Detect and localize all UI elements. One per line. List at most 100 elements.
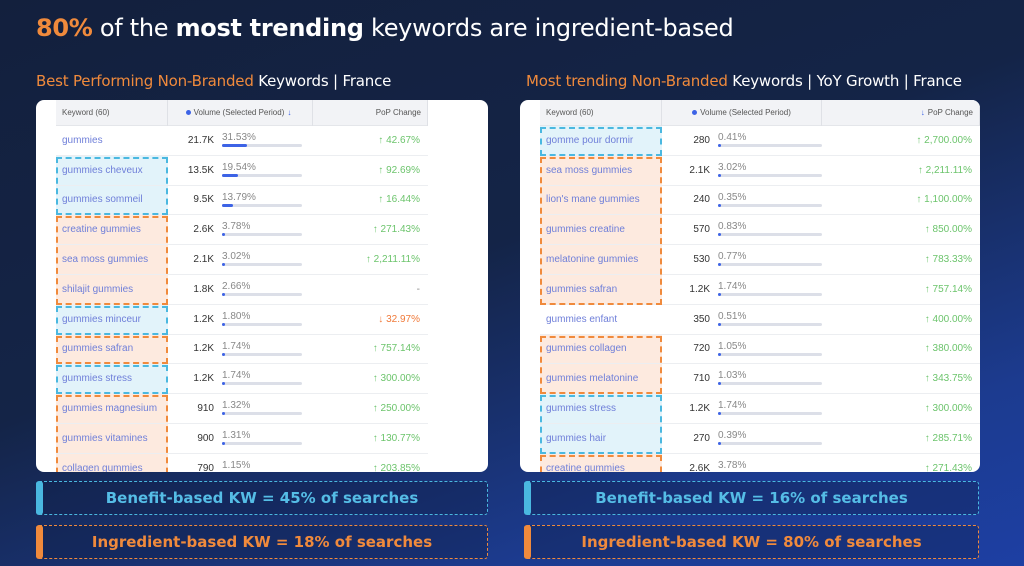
keyword-link[interactable]: gummies collagen — [540, 334, 662, 364]
column-header-pop[interactable]: ↓ PoP Change — [822, 100, 980, 126]
pop-value: 250.00% — [380, 403, 420, 415]
pop-value: 850.00% — [932, 224, 972, 236]
table-row[interactable]: gummies creatine 570 0.83% ↑ 850.00% — [540, 215, 980, 246]
keyword-table: Keyword (60) Volume (Selected Period) ↓ PoP… — [56, 100, 428, 472]
column-header-volume[interactable]: Volume (Selected Period) ↓ — [168, 100, 313, 126]
share-percent: 1.74% — [718, 280, 747, 292]
table-row[interactable]: collagen gummies 790 1.15% ↑ 203.85% — [56, 453, 428, 472]
keyword-link[interactable]: creatine gummies — [56, 215, 168, 245]
share-percent: 0.41% — [718, 132, 747, 143]
keyword-link[interactable]: gummies vitamines — [56, 423, 168, 453]
keyword-link[interactable]: gummies melatonine — [540, 364, 662, 394]
table-row[interactable]: melatonine gummies 530 0.77% ↑ 783.33% — [540, 245, 980, 275]
table-row[interactable]: gummies cheveux 13.5K 19.54% ↑ 92.69% — [56, 155, 428, 186]
arrow-up-icon: ↑ — [378, 164, 387, 176]
keyword-link[interactable]: collagen gummies — [56, 453, 168, 472]
keyword-link[interactable]: gummies safran — [540, 274, 662, 304]
keyword-link[interactable]: gummies magnesium — [56, 394, 168, 423]
table-row[interactable]: sea moss gummies 2.1K 3.02% ↑ 2,211.11% — [56, 245, 428, 275]
arrow-up-icon: ↑ — [378, 194, 387, 206]
keyword-link[interactable]: lion's mane gummies — [540, 185, 662, 215]
share-bar — [718, 233, 822, 237]
pop-change: ↑ 2,700.00% — [830, 135, 972, 146]
keyword-link[interactable]: gummies cheveux — [56, 155, 168, 185]
volume-share: 1.03% — [718, 364, 830, 393]
table-row[interactable]: gummies stress 1.2K 1.74% ↑ 300.00% — [56, 364, 428, 395]
column-header-keyword[interactable]: Keyword (60) — [540, 100, 662, 126]
table-row[interactable]: gummies safran 1.2K 1.74% ↑ 757.14% — [540, 274, 980, 305]
table-row[interactable]: gummies sommeil 9.5K 13.79% ↑ 16.44% — [56, 185, 428, 216]
pop-change: ↓ 32.97% — [321, 314, 420, 325]
share-percent: 3.78% — [718, 459, 747, 471]
banner-text: Ingredient-based KW = 18% of searches — [91, 533, 433, 551]
keyword-link[interactable]: gummies minceur — [56, 304, 168, 334]
arrow-up-icon: ↑ — [924, 254, 933, 266]
table-row[interactable]: gummies safran 1.2K 1.74% ↑ 757.14% — [56, 334, 428, 365]
keyword-link[interactable]: gummies stress — [56, 364, 168, 394]
volume-value: 2.1K — [193, 254, 214, 266]
volume-share: 2.66% — [222, 275, 321, 304]
volume-value: 1.2K — [689, 403, 710, 415]
keyword-link[interactable]: sea moss gummies — [56, 245, 168, 274]
keyword-link[interactable]: gummies hair — [540, 423, 662, 453]
share-bar — [222, 233, 302, 237]
headline-highlight: 80% — [36, 14, 93, 42]
keyword-link[interactable]: gummies enfant — [546, 313, 618, 325]
column-header-pop[interactable]: PoP Change — [313, 100, 428, 126]
share-bar-fill — [222, 382, 225, 386]
table-row[interactable]: gummies vitamines 900 1.31% ↑ 130.77% — [56, 423, 428, 454]
table-row[interactable]: gomme pour dormir 280 0.41% ↑ 2,700.00% — [540, 126, 980, 156]
keyword-link[interactable]: sea moss gummies — [540, 155, 662, 185]
table-row[interactable]: gummies magnesium 910 1.32% ↑ 250.00% — [56, 394, 428, 424]
keyword-link[interactable]: gummies — [62, 134, 103, 146]
keyword-link[interactable]: gummies sommeil — [56, 185, 168, 215]
table-row[interactable]: gummies stress 1.2K 1.74% ↑ 300.00% — [540, 394, 980, 424]
share-bar-fill — [718, 263, 721, 267]
pop-change: ↑ 850.00% — [830, 224, 972, 235]
keyword-link[interactable]: gomme pour dormir — [540, 126, 662, 155]
volume-value: 350 — [693, 313, 710, 325]
sort-arrow-down-icon[interactable]: ↓ — [287, 108, 292, 117]
share-bar-fill — [222, 233, 226, 237]
volume-share: 0.35% — [718, 186, 830, 215]
pop-value: 783.33% — [932, 254, 972, 266]
column-header-volume[interactable]: Volume (Selected Period) — [662, 100, 822, 126]
sort-arrow-down-icon[interactable]: ↓ — [920, 108, 925, 117]
share-percent: 1.31% — [222, 429, 251, 441]
keyword-link[interactable]: gummies creatine — [540, 215, 662, 245]
table-row[interactable]: gummies hair 270 0.39% ↑ 285.71% — [540, 423, 980, 454]
share-bar — [222, 144, 302, 147]
table-row[interactable]: gummies melatonine 710 1.03% ↑ 343.75% — [540, 364, 980, 395]
table-row[interactable]: lion's mane gummies 240 0.35% ↑ 1,100.00% — [540, 185, 980, 216]
table-row[interactable]: creatine gummies 2.6K 3.78% ↑ 271.43% — [56, 215, 428, 246]
arrow-down-icon: ↓ — [378, 313, 387, 325]
share-bar — [718, 441, 822, 445]
keyword-link[interactable]: shilajit gummies — [56, 274, 168, 304]
keyword-link[interactable]: gummies stress — [540, 394, 662, 423]
share-bar-fill — [718, 441, 721, 445]
keyword-link[interactable]: creatine gummies — [540, 453, 662, 472]
table-row[interactable]: shilajit gummies 1.8K 2.66% - — [56, 274, 428, 305]
table-row[interactable]: creatine gummies 2.6K 3.78% ↑ 271.43% — [540, 453, 980, 472]
share-bar — [222, 292, 302, 296]
arrow-up-icon: ↑ — [924, 373, 933, 385]
table-row[interactable]: gummies 21.7K 31.53% ↑ 42.67% — [56, 126, 428, 156]
keyword-link[interactable]: gummies safran — [56, 334, 168, 364]
table-row[interactable]: gummies enfant 350 0.51% ↑ 400.00% — [540, 305, 980, 335]
volume-share: 3.78% — [718, 454, 830, 472]
arrow-up-icon: ↑ — [372, 403, 381, 415]
table-row[interactable]: gummies minceur 1.2K 1.80% ↓ 32.97% — [56, 304, 428, 335]
volume-share: 0.39% — [718, 424, 830, 453]
keyword-table: Keyword (60) Volume (Selected Period) ↓ PoP… — [540, 100, 980, 472]
table-row[interactable]: gummies collagen 720 1.05% ↑ 380.00% — [540, 334, 980, 365]
column-header-keyword[interactable]: Keyword (60) — [56, 100, 168, 126]
arrow-up-icon: ↑ — [365, 254, 374, 266]
pop-value: 92.69% — [386, 164, 420, 176]
table-row[interactable]: sea moss gummies 2.1K 3.02% ↑ 2,211.11% — [540, 155, 980, 186]
share-bar — [718, 322, 822, 326]
volume-value: 720 — [693, 343, 710, 355]
volume-value: 710 — [693, 373, 710, 385]
keyword-link[interactable]: melatonine gummies — [540, 245, 662, 274]
share-bar — [222, 173, 302, 177]
share-percent: 1.05% — [718, 340, 747, 352]
